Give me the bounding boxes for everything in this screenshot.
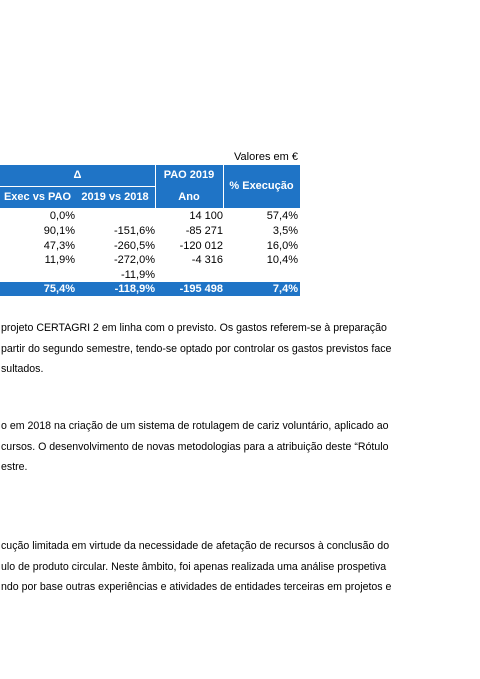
table-cell: 90,1% [43, 224, 75, 237]
table-cell: 47,3% [43, 239, 75, 252]
table-cell: 11,9% [44, 254, 75, 267]
header-separator [0, 186, 155, 187]
table-cell: 0,0% [49, 210, 75, 222]
table-cell: -11,9% [120, 269, 155, 282]
header-cell: Exec vs PAO [3, 191, 72, 203]
paragraph-line: cução limitada em virtude da necessidade… [1, 540, 390, 552]
total-cell: 75,4% [43, 282, 75, 295]
header-cell: 2019 vs 2018 [81, 191, 149, 203]
table-cell: 14 100 [189, 210, 223, 222]
header-cell: PAO 2019 [163, 169, 215, 181]
table-cell: 3,5% [272, 224, 298, 237]
table-cell: -260,5% [114, 239, 155, 252]
paragraph-line: partir do segundo semestre, tendo-se opt… [1, 342, 392, 355]
header-cell: % Execução [229, 180, 294, 192]
table-cell: 10,4% [266, 254, 298, 267]
table-cell: -272,0% [114, 254, 155, 267]
paragraph-line: o em 2018 na criação de um sistema de ro… [1, 420, 389, 432]
table-cell: 16,0% [266, 239, 298, 252]
total-cell: -195 498 [179, 282, 223, 295]
header-separator [223, 165, 224, 208]
paragraph-line: sultados. [1, 363, 44, 375]
header-cell: Ano [178, 191, 200, 203]
header-cell: Δ [73, 169, 82, 181]
table-cell: -4 316 [191, 254, 223, 267]
table-cell: 57,4% [266, 210, 298, 222]
table-cell: -151,6% [114, 224, 155, 237]
total-cell: -118,9% [114, 282, 155, 295]
table-cell: -120 012 [179, 239, 223, 252]
paragraph-line: projeto CERTAGRI 2 em linha com o previs… [1, 322, 387, 334]
paragraph-line: ulo de produto circular. Neste âmbito, f… [1, 560, 387, 573]
paragraph-line: ndo por base outras experiências e ativi… [1, 581, 392, 593]
total-row [0, 282, 300, 296]
header-separator [155, 165, 156, 208]
table-cell: -85 271 [185, 224, 223, 237]
unit-note: Valores em € [234, 151, 298, 163]
paragraph-line: estre. [1, 461, 28, 473]
total-cell: 7,4% [272, 282, 298, 295]
paragraph-line: cursos. O desenvolvimento de novas metod… [1, 440, 389, 453]
